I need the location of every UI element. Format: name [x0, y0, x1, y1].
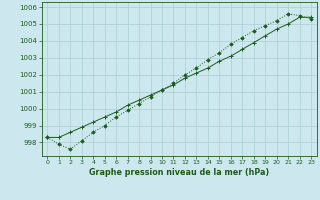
X-axis label: Graphe pression niveau de la mer (hPa): Graphe pression niveau de la mer (hPa): [89, 168, 269, 177]
